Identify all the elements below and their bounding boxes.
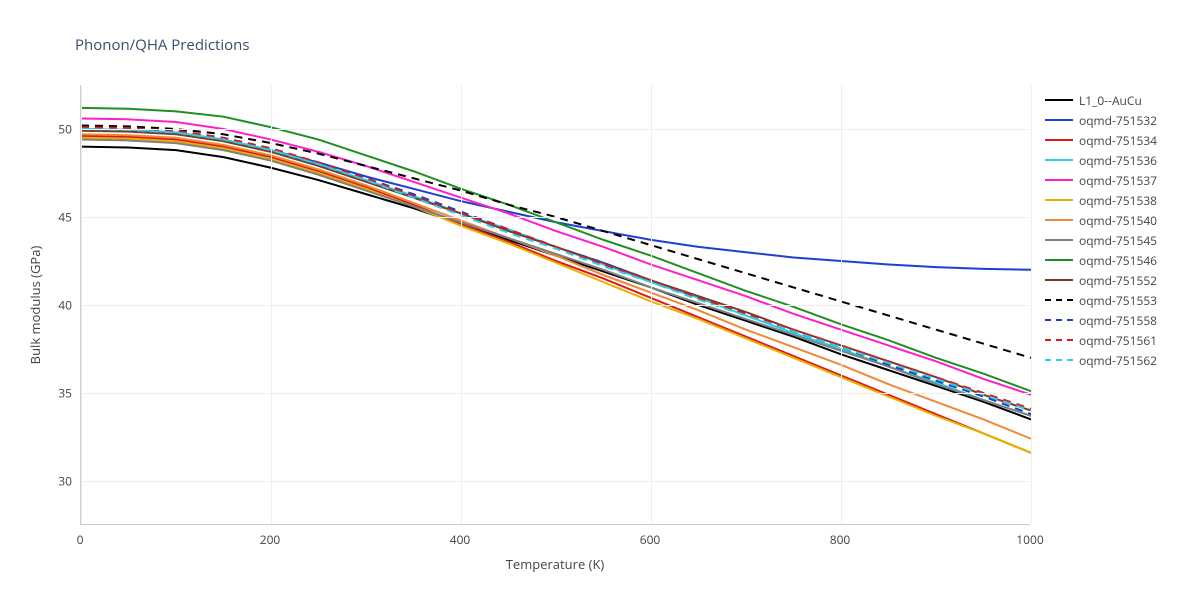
legend-item[interactable]: oqmd-751540 xyxy=(1045,210,1157,230)
legend-swatch xyxy=(1045,219,1073,221)
gridline-h xyxy=(81,393,1030,394)
series-line[interactable] xyxy=(81,140,1031,416)
series-line[interactable] xyxy=(81,129,1031,416)
legend-item[interactable]: oqmd-751552 xyxy=(1045,270,1157,290)
legend-swatch xyxy=(1045,299,1073,301)
x-axis-label: Temperature (K) xyxy=(506,555,605,573)
legend-item[interactable]: L1_0--AuCu xyxy=(1045,90,1157,110)
legend-swatch xyxy=(1045,259,1073,261)
legend-label: oqmd-751540 xyxy=(1079,212,1157,229)
legend-label: oqmd-751536 xyxy=(1079,152,1157,169)
legend-label: oqmd-751537 xyxy=(1079,172,1157,189)
legend-label: oqmd-751532 xyxy=(1079,112,1157,129)
legend-item[interactable]: oqmd-751546 xyxy=(1045,250,1157,270)
gridline-h xyxy=(81,305,1030,306)
plot-area[interactable] xyxy=(80,85,1030,525)
legend-swatch xyxy=(1045,179,1073,181)
legend-swatch xyxy=(1045,99,1073,101)
legend-label: oqmd-751545 xyxy=(1079,232,1157,249)
x-tick-label: 200 xyxy=(260,531,281,548)
legend-swatch xyxy=(1045,239,1073,241)
x-tick-label: 0 xyxy=(77,531,84,548)
legend-item[interactable]: oqmd-751545 xyxy=(1045,230,1157,250)
legend-item[interactable]: oqmd-751553 xyxy=(1045,290,1157,310)
series-line[interactable] xyxy=(81,125,1031,357)
legend-item[interactable]: oqmd-751558 xyxy=(1045,310,1157,330)
legend-label: oqmd-751558 xyxy=(1079,312,1157,329)
chart-title: Phonon/QHA Predictions xyxy=(75,35,250,55)
series-line[interactable] xyxy=(81,147,1031,420)
legend-item[interactable]: oqmd-751537 xyxy=(1045,170,1157,190)
legend-label: oqmd-751561 xyxy=(1079,332,1157,349)
legend-label: oqmd-751546 xyxy=(1079,252,1157,269)
series-line[interactable] xyxy=(81,131,1031,411)
legend-swatch xyxy=(1045,199,1073,201)
gridline-v xyxy=(1031,85,1032,524)
gridline-h xyxy=(81,481,1030,482)
y-tick-label: 35 xyxy=(58,385,72,402)
legend-item[interactable]: oqmd-751536 xyxy=(1045,150,1157,170)
gridline-h xyxy=(81,217,1030,218)
x-tick-label: 400 xyxy=(450,531,471,548)
x-tick-label: 800 xyxy=(830,531,851,548)
legend-label: oqmd-751562 xyxy=(1079,352,1157,369)
legend-label: L1_0--AuCu xyxy=(1079,92,1142,109)
legend[interactable]: L1_0--AuCu oqmd-751532 oqmd-751534 oqmd-751… xyxy=(1045,90,1157,370)
y-tick-label: 45 xyxy=(58,209,72,226)
x-tick-label: 600 xyxy=(640,531,661,548)
legend-label: oqmd-751552 xyxy=(1079,272,1157,289)
legend-label: oqmd-751553 xyxy=(1079,292,1157,309)
series-line[interactable] xyxy=(81,138,1031,453)
legend-swatch xyxy=(1045,279,1073,281)
legend-swatch xyxy=(1045,339,1073,341)
series-line[interactable] xyxy=(81,129,1031,411)
y-tick-label: 30 xyxy=(58,473,72,490)
legend-swatch xyxy=(1045,119,1073,121)
gridline-h xyxy=(81,129,1030,130)
legend-item[interactable]: oqmd-751561 xyxy=(1045,330,1157,350)
legend-item[interactable]: oqmd-751562 xyxy=(1045,350,1157,370)
legend-label: oqmd-751538 xyxy=(1079,192,1157,209)
legend-item[interactable]: oqmd-751532 xyxy=(1045,110,1157,130)
legend-swatch xyxy=(1045,159,1073,161)
chart-container: { "chart": { "type": "line", "title": "P… xyxy=(0,0,1200,600)
y-tick-label: 50 xyxy=(58,121,72,138)
legend-item[interactable]: oqmd-751538 xyxy=(1045,190,1157,210)
legend-swatch xyxy=(1045,359,1073,361)
legend-label: oqmd-751534 xyxy=(1079,132,1157,149)
series-line[interactable] xyxy=(81,136,1031,453)
legend-item[interactable]: oqmd-751534 xyxy=(1045,130,1157,150)
legend-swatch xyxy=(1045,319,1073,321)
y-axis-label: Bulk modulus (GPa) xyxy=(26,246,44,365)
legend-swatch xyxy=(1045,139,1073,141)
x-tick-label: 1000 xyxy=(1016,531,1043,548)
y-tick-label: 40 xyxy=(58,297,72,314)
